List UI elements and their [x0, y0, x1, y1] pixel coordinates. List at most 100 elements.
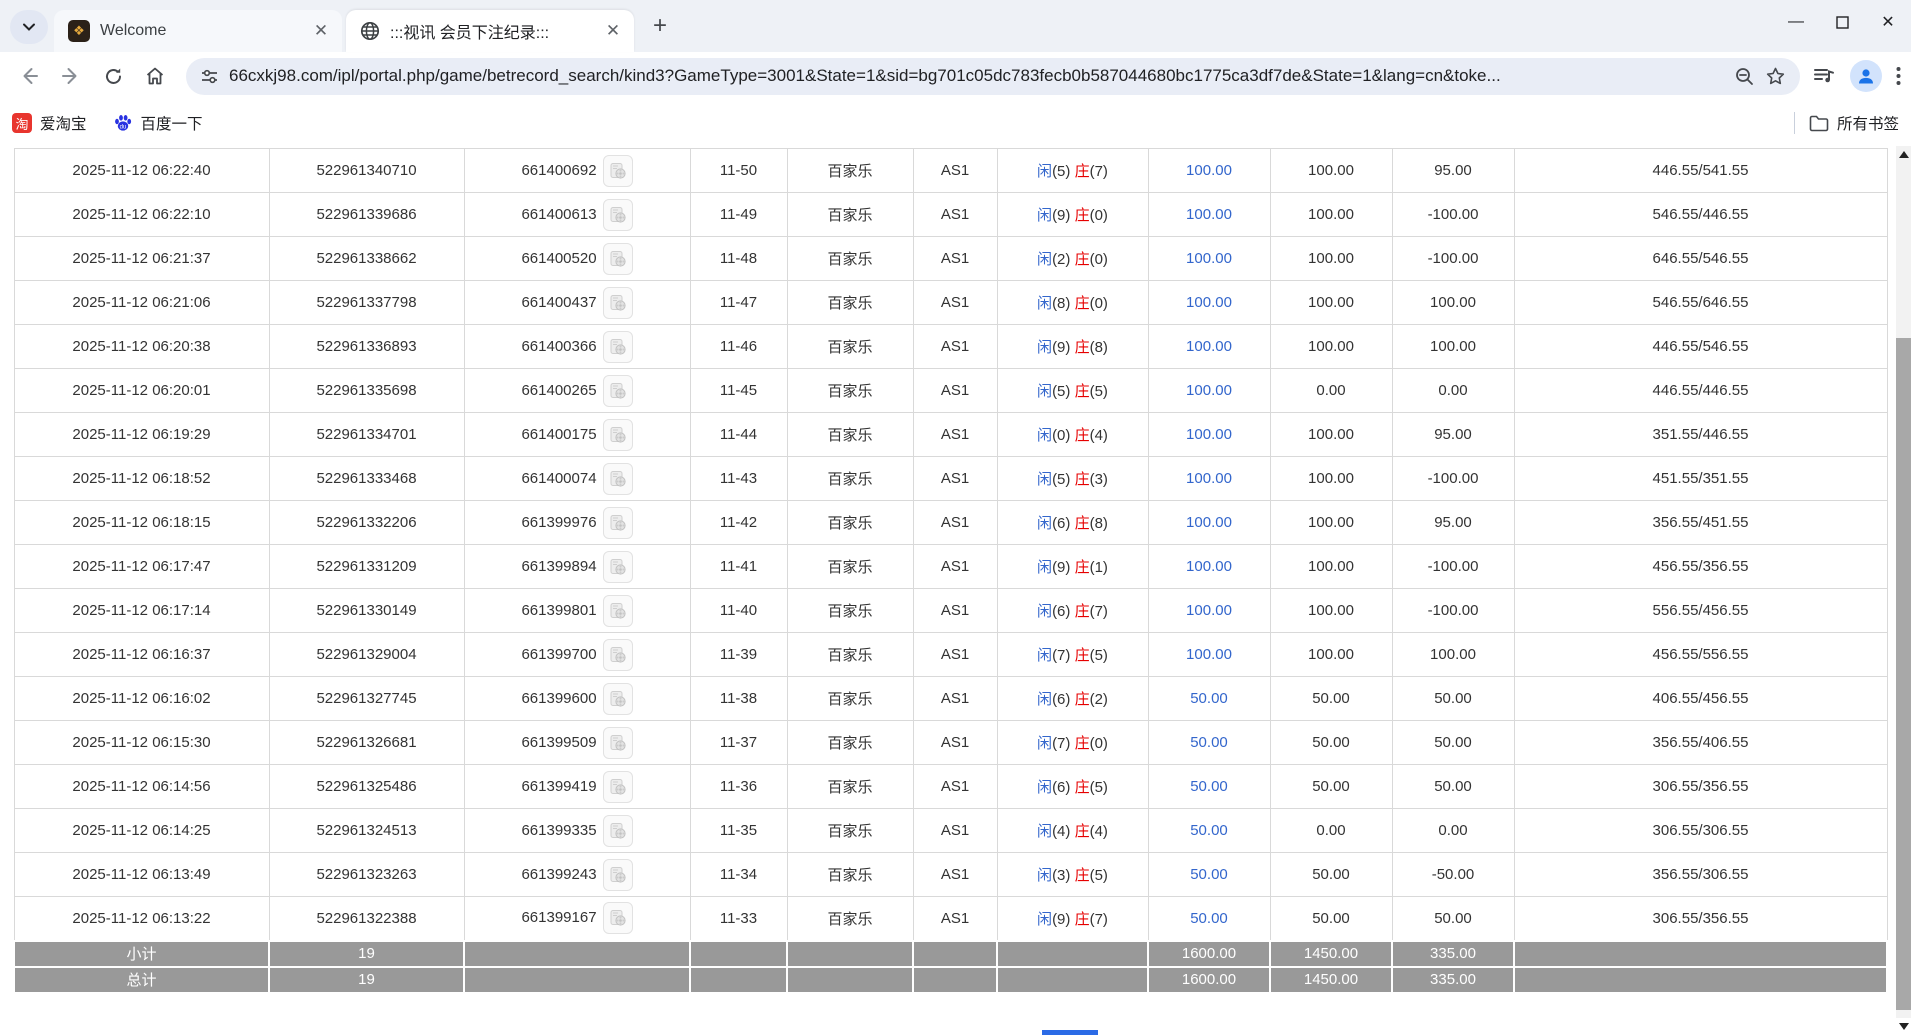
cell-result: 闲(5) 庄(5): [996, 368, 1149, 413]
video-replay-button[interactable]: [602, 242, 633, 275]
tab-welcome[interactable]: ❖ Welcome ✕: [54, 10, 342, 52]
cell-balance: 356.55/406.55: [1513, 720, 1888, 765]
video-replay-button[interactable]: [602, 770, 633, 803]
footer-empty: [689, 939, 788, 968]
baidu-paw-icon: du: [114, 115, 131, 131]
video-icon: [610, 382, 626, 399]
video-replay-button[interactable]: [602, 858, 633, 891]
cell-game: 百家乐: [786, 544, 914, 589]
video-icon: [610, 646, 626, 663]
maximize-window-button[interactable]: [1819, 0, 1865, 44]
tab-bet-record[interactable]: :::视讯 会员下注纪录::: ✕: [346, 10, 634, 52]
video-replay-button[interactable]: [602, 726, 633, 759]
cell-round-number: 661399801: [463, 588, 691, 633]
video-replay-button[interactable]: [602, 462, 633, 495]
bet-amount-link[interactable]: 100.00: [1186, 206, 1232, 223]
bookmarks-bar: 淘 爱淘宝 du 百度一下 所有书签: [0, 100, 1911, 146]
bookmark-taobao[interactable]: 淘 爱淘宝: [12, 112, 87, 134]
video-replay-button[interactable]: [602, 286, 633, 319]
cell-bet-number: 522961333468: [268, 456, 465, 501]
footer-empty: [786, 939, 914, 968]
profile-avatar[interactable]: [1850, 60, 1882, 92]
bet-amount-link[interactable]: 100.00: [1186, 470, 1232, 487]
banker-count: (7): [1089, 163, 1108, 180]
cell-game: 百家乐: [786, 500, 914, 545]
bet-amount-link[interactable]: 100.00: [1186, 426, 1232, 443]
bet-amount-link[interactable]: 50.00: [1190, 778, 1228, 795]
banker-count: (4): [1089, 427, 1108, 444]
zoom-page-button[interactable]: [1734, 66, 1755, 87]
video-replay-button[interactable]: [602, 418, 633, 451]
banker-label: 庄: [1074, 647, 1090, 664]
bet-amount-link[interactable]: 100.00: [1186, 250, 1232, 267]
cell-bet-number: 522961336893: [268, 324, 465, 369]
bet-amount-link[interactable]: 100.00: [1186, 646, 1232, 663]
bet-amount-link[interactable]: 50.00: [1190, 734, 1228, 751]
close-window-button[interactable]: ✕: [1865, 0, 1911, 44]
back-button[interactable]: [10, 57, 48, 95]
cell-balance: 456.55/556.55: [1513, 632, 1888, 677]
close-tab-icon[interactable]: ✕: [310, 20, 332, 42]
bet-amount-link[interactable]: 50.00: [1190, 690, 1228, 707]
cell-winloss: -50.00: [1391, 852, 1515, 897]
tab-search-button[interactable]: [10, 10, 48, 44]
bet-amount-link[interactable]: 100.00: [1186, 382, 1232, 399]
home-button[interactable]: [136, 57, 174, 95]
footer-empty: [689, 965, 788, 994]
cell-valid-amount: 50.00: [1269, 896, 1393, 941]
video-replay-button[interactable]: [602, 154, 633, 187]
bookmark-baidu[interactable]: du 百度一下: [113, 112, 203, 134]
cell-result: 闲(5) 庄(7): [996, 148, 1149, 193]
video-replay-button[interactable]: [602, 198, 633, 231]
video-replay-button[interactable]: [602, 374, 633, 407]
bet-amount-link[interactable]: 100.00: [1186, 514, 1232, 531]
cell-time: 2025-11-12 06:16:37: [13, 632, 270, 677]
bet-amount-link[interactable]: 50.00: [1190, 909, 1228, 927]
bookmark-star-button[interactable]: [1765, 66, 1786, 87]
video-replay-button[interactable]: [602, 814, 633, 847]
bet-amount-link[interactable]: 100.00: [1186, 294, 1232, 311]
player-label: 闲: [1037, 559, 1053, 576]
reload-button[interactable]: [94, 57, 132, 95]
page-scrollbar[interactable]: [1896, 146, 1911, 1035]
player-label: 闲: [1037, 207, 1053, 224]
forward-button[interactable]: [52, 57, 90, 95]
bet-amount-link[interactable]: 100.00: [1186, 162, 1232, 179]
media-controls-button[interactable]: [1812, 64, 1836, 88]
banker-label: 庄: [1074, 383, 1090, 400]
cell-time: 2025-11-12 06:20:01: [13, 368, 270, 413]
player-count: (2): [1052, 251, 1071, 268]
scrollbar-thumb[interactable]: [1896, 338, 1911, 1010]
url-bar[interactable]: 66cxkj98.com/ipl/portal.php/game/betreco…: [186, 57, 1800, 95]
video-replay-button[interactable]: [602, 330, 633, 363]
bet-amount-link[interactable]: 100.00: [1186, 602, 1232, 619]
all-bookmarks-button[interactable]: 所有书签: [1809, 112, 1899, 134]
video-replay-button[interactable]: [602, 506, 633, 539]
welcome-tab-favicon-icon: ❖: [68, 20, 90, 42]
scroll-down-button[interactable]: [1896, 1018, 1911, 1035]
cell-session: 11-34: [689, 852, 788, 897]
cell-time: 2025-11-12 06:19:29: [13, 412, 270, 457]
new-tab-button[interactable]: +: [642, 8, 678, 44]
bet-amount-link[interactable]: 50.00: [1190, 822, 1228, 839]
scroll-up-button[interactable]: [1896, 146, 1911, 163]
cell-round-number: 661400175: [463, 412, 691, 457]
video-replay-button[interactable]: [602, 902, 633, 935]
bet-amount-link[interactable]: 100.00: [1186, 338, 1232, 355]
bet-amount-link[interactable]: 100.00: [1186, 558, 1232, 575]
video-replay-button[interactable]: [602, 638, 633, 671]
video-replay-button[interactable]: [602, 550, 633, 583]
bet-amount-link[interactable]: 50.00: [1190, 866, 1228, 883]
minimize-window-button[interactable]: —: [1773, 0, 1819, 44]
browser-menu-button[interactable]: [1896, 66, 1901, 86]
video-replay-button[interactable]: [602, 594, 633, 627]
close-tab-icon[interactable]: ✕: [602, 20, 624, 42]
cell-bet-amount: 50.00: [1147, 896, 1271, 941]
cell-bet-number: 522961340710: [268, 148, 465, 193]
cell-valid-amount: 100.00: [1269, 236, 1393, 281]
cell-bet-number: 522961323263: [268, 852, 465, 897]
video-replay-button[interactable]: [602, 682, 633, 715]
cell-bet-number: 522961325486: [268, 764, 465, 809]
banker-count: (0): [1089, 735, 1108, 752]
cell-table: AS1: [912, 500, 998, 545]
